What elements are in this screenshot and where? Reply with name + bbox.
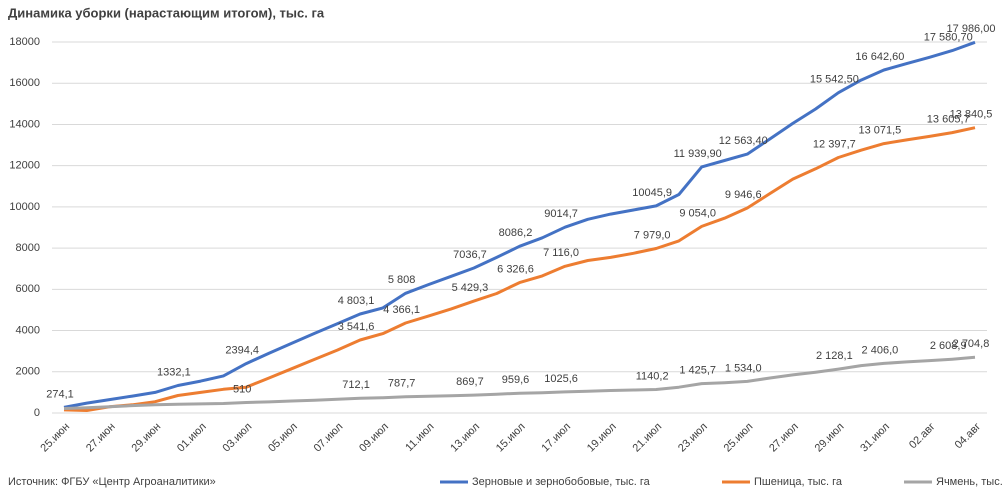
data-label: 9014,7 — [544, 208, 578, 220]
data-label: 4 803,1 — [338, 295, 375, 307]
data-label: 10045,9 — [632, 187, 672, 199]
y-tick-label: 18000 — [9, 36, 40, 48]
x-tick-label: 09.июл — [357, 421, 391, 455]
x-tick-label: 13.июл — [448, 421, 482, 455]
x-tick-label: 23.июл — [676, 421, 710, 455]
data-label: 2 128,1 — [816, 350, 853, 362]
series-line — [63, 126, 976, 412]
x-tick-label: 15.июл — [494, 421, 528, 455]
data-label: 9 946,6 — [725, 189, 762, 201]
x-tick-label: 25.июн — [38, 421, 72, 455]
y-tick-label: 10000 — [9, 201, 40, 213]
data-label: 5 808 — [388, 274, 416, 286]
data-label: 12 563,40 — [719, 135, 768, 147]
data-label: 787,7 — [388, 378, 416, 390]
data-label: 12 397,7 — [813, 138, 856, 150]
data-label: 2394,4 — [225, 345, 259, 357]
x-tick-label: 19.июл — [585, 421, 619, 455]
x-tick-label: 05.июл — [266, 421, 300, 455]
y-tick-label: 6000 — [16, 283, 40, 295]
legend-label: Пшеница, тыс. га — [754, 476, 843, 488]
data-label: 4 366,1 — [383, 304, 420, 316]
source: Источник: ФГБУ «Центр Агроаналитики» — [8, 476, 216, 488]
data-label: 16 642,60 — [855, 51, 904, 63]
y-tick-label: 2000 — [16, 366, 40, 378]
data-label: 11 939,90 — [674, 148, 722, 160]
y-tick-label: 12000 — [9, 160, 40, 172]
data-label: 7 116,0 — [543, 247, 579, 259]
data-label: 2 608,9 — [930, 340, 967, 352]
x-tick-label: 03.июл — [221, 421, 255, 455]
x-tick-label: 01.июл — [175, 421, 209, 455]
data-label: 13 071,5 — [858, 124, 901, 136]
data-label: 712,1 — [342, 379, 370, 391]
x-tick-label: 04.авг — [953, 421, 984, 452]
data-label: 1 534,0 — [725, 362, 762, 374]
data-label: 2 406,0 — [862, 344, 899, 356]
x-tick-label: 31.июл — [858, 421, 892, 455]
data-label: 9 054,0 — [679, 207, 716, 219]
legend-label: Ячмень, тыс. га — [936, 476, 1002, 488]
x-tick-label: 11.июл — [403, 421, 436, 454]
x-tick-label: 29.июл — [813, 421, 847, 455]
data-label: 1332,1 — [157, 366, 191, 378]
data-label: 17 986,00 — [947, 23, 996, 35]
data-label: 7 979,0 — [634, 229, 671, 241]
data-label: 13 605,7 — [927, 113, 970, 125]
data-label: 7036,7 — [453, 249, 487, 261]
data-label: 959,6 — [502, 374, 530, 386]
x-tick-label: 02.авг — [907, 421, 938, 452]
data-label: 5 429,3 — [452, 282, 489, 294]
x-tick-label: 25.июл — [722, 421, 756, 455]
data-label: 1140,2 — [636, 370, 669, 382]
y-tick-label: 16000 — [9, 77, 40, 89]
data-label: 15 542,50 — [810, 74, 859, 86]
data-label: 6 326,6 — [497, 264, 534, 276]
data-label: 8086,2 — [499, 227, 533, 239]
series-line — [63, 355, 976, 410]
y-tick-label: 8000 — [16, 242, 40, 254]
data-label: 274,1 — [46, 388, 74, 400]
data-label: 1025,6 — [544, 373, 578, 385]
y-tick-label: 14000 — [9, 118, 40, 130]
legend-label: Зерновые и зернобобовые, тыс. га — [472, 476, 651, 488]
x-tick-label: 27.июл — [767, 421, 801, 455]
x-tick-label: 29.июн — [130, 421, 164, 455]
data-label: 2 704,8 — [953, 338, 990, 350]
data-label: 17 580,70 — [924, 32, 973, 44]
data-label: 13 840,5 — [950, 109, 993, 121]
chart-title: Динамика уборки (нарастающим итогом), ты… — [8, 5, 325, 20]
y-tick-label: 0 — [34, 407, 40, 419]
y-tick-label: 4000 — [16, 324, 40, 336]
x-tick-label: 17.июл — [539, 421, 573, 455]
data-label: 1 425,7 — [679, 365, 716, 377]
x-tick-label: 27.июн — [84, 421, 118, 455]
data-label: 510 — [233, 383, 251, 395]
series-line — [63, 40, 976, 409]
x-tick-label: 07.июл — [312, 421, 346, 455]
x-tick-label: 21.июл — [630, 421, 664, 455]
data-label: 3 541,6 — [338, 321, 375, 333]
data-label: 869,7 — [456, 376, 484, 388]
